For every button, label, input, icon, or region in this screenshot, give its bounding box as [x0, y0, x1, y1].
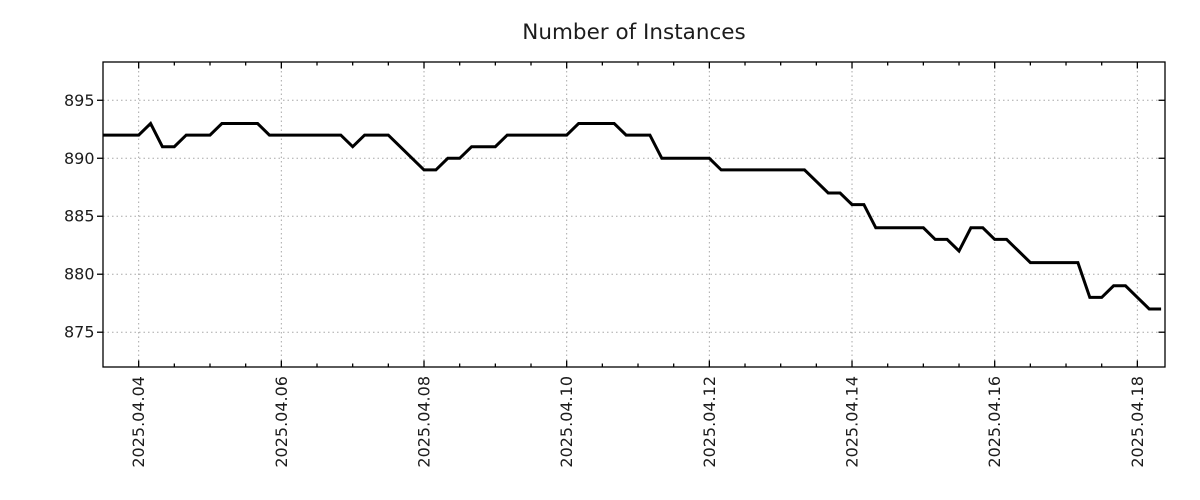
border-layer — [102, 61, 1166, 368]
plot-border — [102, 61, 1166, 368]
y-tick-label: 895 — [64, 91, 95, 110]
chart-title: Number of Instances — [522, 20, 745, 45]
label-layer: 895 890 885 880 875 2025.04.04 2025.04.06 2025.… — [64, 91, 1147, 468]
x-tick-label: 2025.04.06 — [272, 376, 291, 468]
x-tick-label: 2025.04.10 — [557, 376, 576, 468]
x-tick-label: 2025.04.18 — [1128, 376, 1147, 468]
series-layer — [103, 121, 1162, 311]
y-tick-label: 885 — [64, 207, 95, 226]
y-tick-label: 880 — [64, 265, 95, 284]
x-tick-label: 2025.04.16 — [985, 376, 1004, 468]
tick-layer — [97, 62, 1165, 367]
data-line-instances — [103, 121, 1162, 311]
grid-layer — [103, 62, 1165, 367]
y-tick-label: 890 — [64, 149, 95, 168]
x-tick-label: 2025.04.12 — [700, 376, 719, 468]
x-tick-label: 2025.04.08 — [415, 376, 434, 468]
x-tick-label: 2025.04.04 — [129, 376, 148, 468]
x-tick-label: 2025.04.14 — [843, 376, 862, 468]
y-tick-label: 875 — [64, 323, 95, 342]
